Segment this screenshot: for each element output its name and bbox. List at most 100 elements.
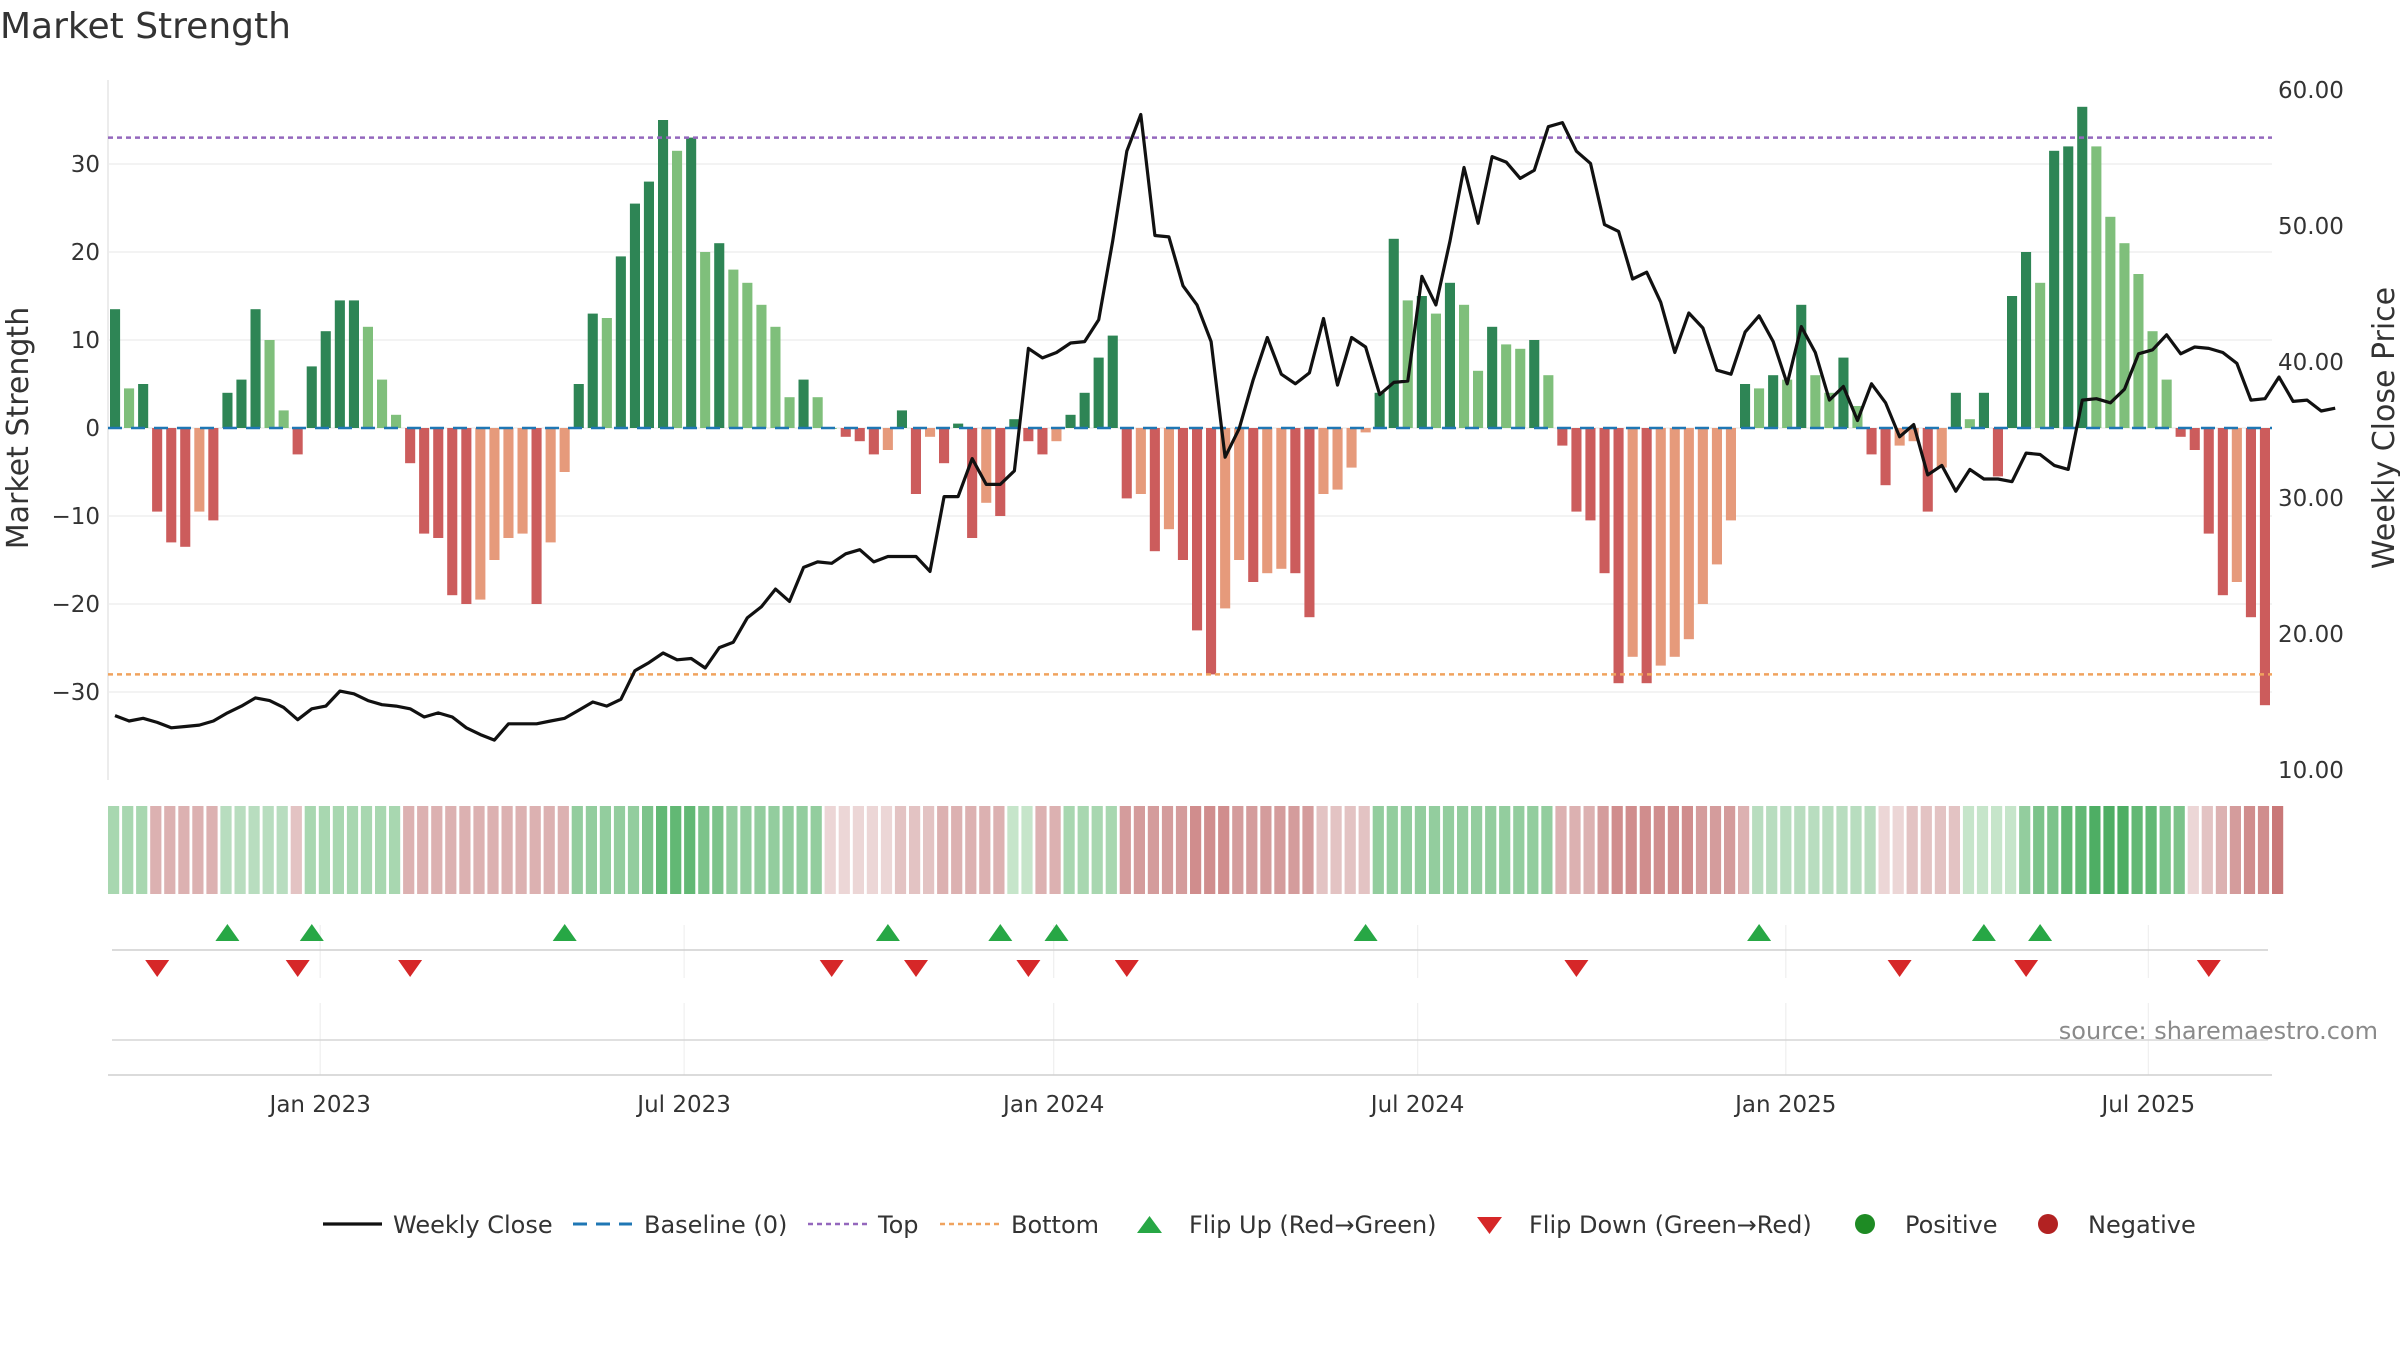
heat-cell xyxy=(2075,806,2087,894)
heat-cell xyxy=(1752,806,1764,894)
heat-cell xyxy=(1906,806,1918,894)
strength-bar xyxy=(489,428,500,560)
heat-cell xyxy=(1133,806,1145,894)
heat-cell xyxy=(346,806,359,894)
strength-bar xyxy=(362,326,373,428)
strength-bar xyxy=(784,397,795,428)
heat-cell xyxy=(487,806,499,894)
strength-bar xyxy=(812,397,823,428)
strength-bar xyxy=(264,340,275,428)
heat-cell xyxy=(880,806,893,894)
heat-cell xyxy=(1400,806,1412,894)
heat-cell xyxy=(1330,806,1342,894)
heat-cell xyxy=(192,806,204,894)
strength-bar xyxy=(2147,331,2158,428)
heat-cell xyxy=(1991,806,2003,894)
strength-bar xyxy=(124,388,135,428)
heat-cell xyxy=(220,806,232,894)
legend-label-flip-up: Flip Up (Red→Green) xyxy=(1189,1211,1437,1239)
heat-cell xyxy=(2229,806,2241,894)
strength-bar xyxy=(868,428,879,455)
strength-bar xyxy=(1683,428,1694,640)
heat-cell xyxy=(838,806,850,894)
heat-cell xyxy=(1962,806,1975,894)
heat-cell xyxy=(1976,806,1989,894)
legend-item-bottom: Bottom xyxy=(940,1211,1099,1239)
heat-cell xyxy=(1119,806,1131,894)
heat-cell xyxy=(2019,806,2031,894)
strength-bar xyxy=(1220,428,1231,609)
heat-cell xyxy=(2215,806,2227,894)
strength-bar xyxy=(1950,392,1961,428)
legend-label-weekly-close: Weekly Close xyxy=(393,1211,553,1239)
heat-cell xyxy=(557,806,569,894)
strength-bar xyxy=(615,256,626,428)
heat-cell xyxy=(1414,806,1426,894)
strength-bar xyxy=(1416,296,1427,428)
heat-cell xyxy=(684,806,696,894)
strength-bar xyxy=(798,379,809,428)
heat-cell xyxy=(1569,806,1581,894)
heat-cell xyxy=(1161,806,1174,894)
strength-bar xyxy=(1248,428,1259,582)
heat-cell xyxy=(1147,806,1159,894)
strength-bar xyxy=(138,384,149,428)
x-tick-label: Jan 2023 xyxy=(268,1092,371,1118)
heat-cell xyxy=(1175,806,1188,894)
triangle-down-icon xyxy=(1477,1217,1502,1234)
strength-bar xyxy=(1613,428,1624,684)
strength-bar xyxy=(110,309,121,428)
strength-bar xyxy=(1093,357,1104,428)
heat-cell xyxy=(2131,806,2143,894)
y2-tick-label: 20.00 xyxy=(2278,622,2344,648)
x-tick-label: Jan 2024 xyxy=(1001,1092,1104,1118)
legend-item-positive: Positive xyxy=(1855,1211,1998,1239)
strength-bar xyxy=(1810,375,1821,428)
heat-cell xyxy=(459,806,471,894)
strength-bar xyxy=(1964,419,1975,428)
strength-bar xyxy=(1641,428,1652,684)
flip-down-marker xyxy=(1887,960,1912,977)
strength-bar xyxy=(2231,428,2242,582)
heat-cell xyxy=(1625,806,1637,894)
strength-bar xyxy=(1121,428,1132,499)
heat-cell xyxy=(852,806,864,894)
heat-cell xyxy=(937,806,949,894)
strength-bar xyxy=(925,428,936,437)
heat-cell xyxy=(543,806,555,894)
heat-cell xyxy=(782,806,794,894)
heat-cell xyxy=(979,806,991,894)
strength-bar xyxy=(1318,428,1329,494)
strength-bar xyxy=(882,428,893,450)
heat-cell xyxy=(2061,806,2073,894)
flip-up-marker xyxy=(1747,924,1772,941)
strength-bar xyxy=(2091,146,2102,428)
flip-up-marker xyxy=(1971,924,1996,941)
legend-item-baseline: Baseline (0) xyxy=(573,1211,787,1239)
heat-cell xyxy=(1667,806,1679,894)
strength-bar xyxy=(2035,282,2046,428)
legend-label-baseline: Baseline (0) xyxy=(644,1211,787,1239)
strength-bar xyxy=(1725,428,1736,521)
heat-cell xyxy=(1471,806,1483,894)
heat-cell xyxy=(670,806,682,894)
legend-label-flip-down: Flip Down (Green→Red) xyxy=(1529,1211,1812,1239)
heat-cell xyxy=(909,806,921,894)
strength-bar xyxy=(1655,428,1666,666)
strength-bar xyxy=(2217,428,2228,596)
heat-cell xyxy=(2117,806,2129,894)
flip-up-marker xyxy=(215,924,240,941)
strength-bar xyxy=(278,410,289,428)
strength-bar xyxy=(995,428,1006,516)
strength-bar xyxy=(334,300,345,428)
heat-cell xyxy=(1232,806,1244,894)
strength-bar xyxy=(2119,243,2130,428)
heat-cell xyxy=(923,806,935,894)
strength-bar xyxy=(981,428,992,503)
strength-bar xyxy=(461,428,472,604)
y-tick-label: 30 xyxy=(71,152,100,178)
heat-cell xyxy=(1457,806,1469,894)
strength-bar xyxy=(770,326,781,428)
heat-cell xyxy=(599,806,611,894)
strength-bar xyxy=(1360,428,1371,433)
